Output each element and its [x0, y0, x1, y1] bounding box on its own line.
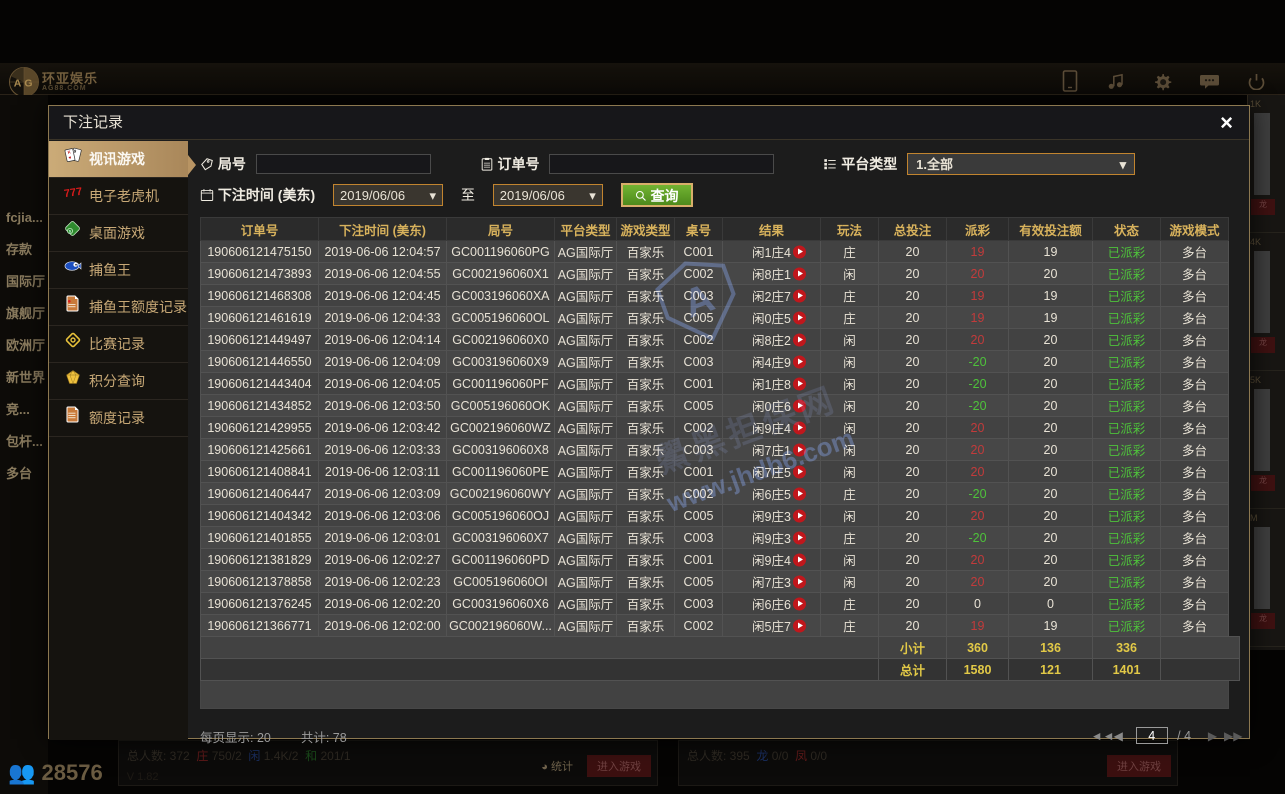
svg-text:A: A	[14, 78, 22, 90]
svg-text:$: $	[69, 229, 71, 233]
svg-text:G: G	[24, 78, 32, 90]
svg-text:777: 777	[64, 186, 82, 200]
